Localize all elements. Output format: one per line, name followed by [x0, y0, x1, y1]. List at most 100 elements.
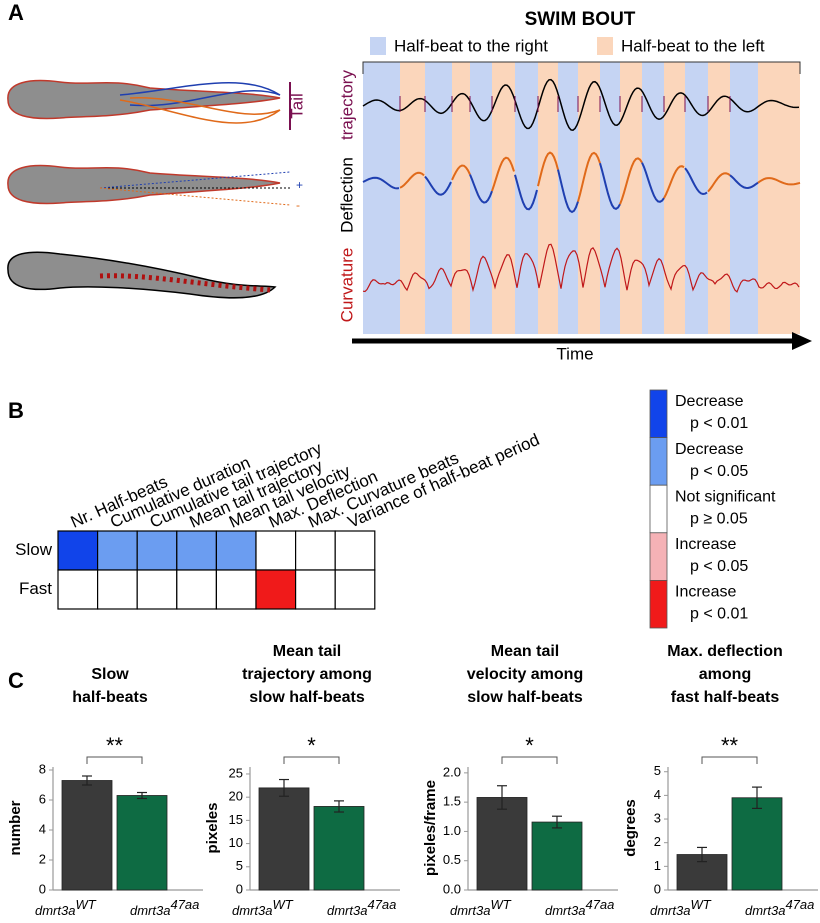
- y-axis-label: degrees: [622, 799, 639, 857]
- legend-swatch: [650, 438, 667, 486]
- y-tick-label: 0.0: [443, 881, 461, 896]
- category-superscript: WT: [75, 897, 96, 912]
- legend-label: p < 0.05: [690, 463, 748, 480]
- y-axis-label: number: [7, 800, 24, 855]
- heatmap: Nr. Half-beatsCumulative durationCumulat…: [15, 430, 542, 609]
- category-name: dmrt3a: [327, 903, 367, 918]
- half-beat-band: [664, 62, 685, 334]
- significance-bracket: [284, 757, 339, 764]
- category-name: dmrt3a: [545, 903, 585, 918]
- legend-swatch: [650, 390, 667, 438]
- heatmap-cell: [335, 531, 375, 570]
- category-name: dmrt3a: [650, 903, 690, 918]
- tail-label: Tail: [287, 93, 306, 119]
- y-tick-label: 1.0: [443, 823, 461, 838]
- chart-title: slow half-beats: [249, 689, 365, 706]
- x-tick-label: dmrt3aWT: [450, 897, 512, 918]
- y-tick-label: 2: [654, 834, 661, 849]
- panel-label: A: [8, 0, 24, 25]
- significance-bracket: [702, 757, 757, 764]
- y-tick-label: 6: [39, 791, 46, 806]
- chart-title: Mean tail: [491, 643, 559, 660]
- legend-label: Increase: [675, 536, 736, 553]
- x-tick-label: dmrt3aWT: [232, 897, 294, 918]
- heatmap-cell: [177, 570, 217, 609]
- bar-charts: Slowhalf-beatsnumber02468dmrt3aWTdmrt3a4…: [7, 643, 818, 918]
- x-axis-label: Time: [556, 344, 593, 363]
- y-tick-label: 4: [654, 787, 661, 802]
- y-tick-label: 0: [39, 881, 46, 896]
- minus-sign: -: [296, 198, 300, 212]
- x-tick-label: dmrt3a47aa: [745, 897, 814, 918]
- trajectory-label: trajectory: [337, 70, 356, 140]
- legend-label: Not significant: [675, 488, 776, 505]
- category-superscript: 47aa: [170, 897, 199, 912]
- y-tick-label: 5: [654, 763, 661, 778]
- y-tick-label: 0: [236, 881, 243, 896]
- legend-swatch: [650, 485, 667, 533]
- chart-title: Max. deflection: [667, 643, 783, 660]
- bar: [477, 797, 527, 890]
- curvature-label: Curvature: [337, 248, 356, 323]
- x-tick-label: dmrt3a47aa: [130, 897, 199, 918]
- legend-swatch: [650, 580, 667, 628]
- category-superscript: 47aa: [585, 897, 614, 912]
- category-name: dmrt3a: [232, 903, 272, 918]
- legend-label: Half-beat to the left: [621, 36, 765, 55]
- time-arrow-head: [792, 332, 812, 350]
- heatmap-cell: [137, 531, 177, 570]
- category-superscript: 47aa: [367, 897, 396, 912]
- heatmap-legend: Decreasep < 0.01Decreasep < 0.05Not sign…: [650, 390, 776, 628]
- bar: [117, 796, 167, 891]
- y-tick-label: 15: [229, 812, 243, 827]
- category-name: dmrt3a: [35, 903, 75, 918]
- y-tick-label: 8: [39, 761, 46, 776]
- heatmap-cell: [256, 570, 296, 609]
- bar: [62, 781, 112, 891]
- heatmap-cell: [216, 570, 256, 609]
- panel-title: SWIM BOUT: [525, 9, 636, 30]
- category-superscript: WT: [272, 897, 293, 912]
- panel-label: B: [8, 398, 24, 423]
- legend-label: p ≥ 0.05: [690, 510, 748, 527]
- heatmap-cell: [216, 531, 256, 570]
- heatmap-cell: [296, 570, 336, 609]
- legend-swatch: [370, 37, 386, 55]
- bar: [314, 806, 364, 890]
- category-superscript: 47aa: [785, 897, 814, 912]
- chart-title: Slow: [91, 666, 129, 683]
- heatmap-cell: [98, 570, 138, 609]
- half-beat-band: [425, 62, 452, 334]
- y-tick-label: 0.5: [443, 852, 461, 867]
- chart-title: fast half-beats: [671, 689, 780, 706]
- category-name: dmrt3a: [745, 903, 785, 918]
- significance-label: **: [106, 733, 124, 758]
- heatmap-cell: [256, 531, 296, 570]
- heatmap-cell: [177, 531, 217, 570]
- chart-title: velocity among: [467, 666, 583, 683]
- y-tick-label: 10: [229, 835, 243, 850]
- x-tick-label: dmrt3a47aa: [545, 897, 614, 918]
- heatmap-cell: [98, 531, 138, 570]
- legend-label: p < 0.01: [690, 415, 748, 432]
- y-tick-label: 25: [229, 765, 243, 780]
- y-axis-label: pixeles/frame: [422, 780, 439, 876]
- chart-title: slow half-beats: [467, 689, 583, 706]
- heatmap-cell: [137, 570, 177, 609]
- legend-label: Increase: [675, 584, 736, 601]
- legend-swatch: [597, 37, 613, 55]
- category-name: dmrt3a: [450, 903, 490, 918]
- x-tick-label: dmrt3aWT: [650, 897, 712, 918]
- significance-label: *: [307, 733, 316, 758]
- y-tick-label: 1.5: [443, 794, 461, 809]
- y-tick-label: 2: [39, 851, 46, 866]
- category-superscript: WT: [690, 897, 711, 912]
- y-tick-label: 0: [654, 881, 661, 896]
- legend-label: Decrease: [675, 441, 744, 458]
- row-label: Slow: [15, 540, 53, 559]
- plus-sign: +: [296, 178, 303, 192]
- heatmap-cell: [58, 570, 98, 609]
- legend-swatch: [650, 533, 667, 581]
- heatmap-cell: [58, 531, 98, 570]
